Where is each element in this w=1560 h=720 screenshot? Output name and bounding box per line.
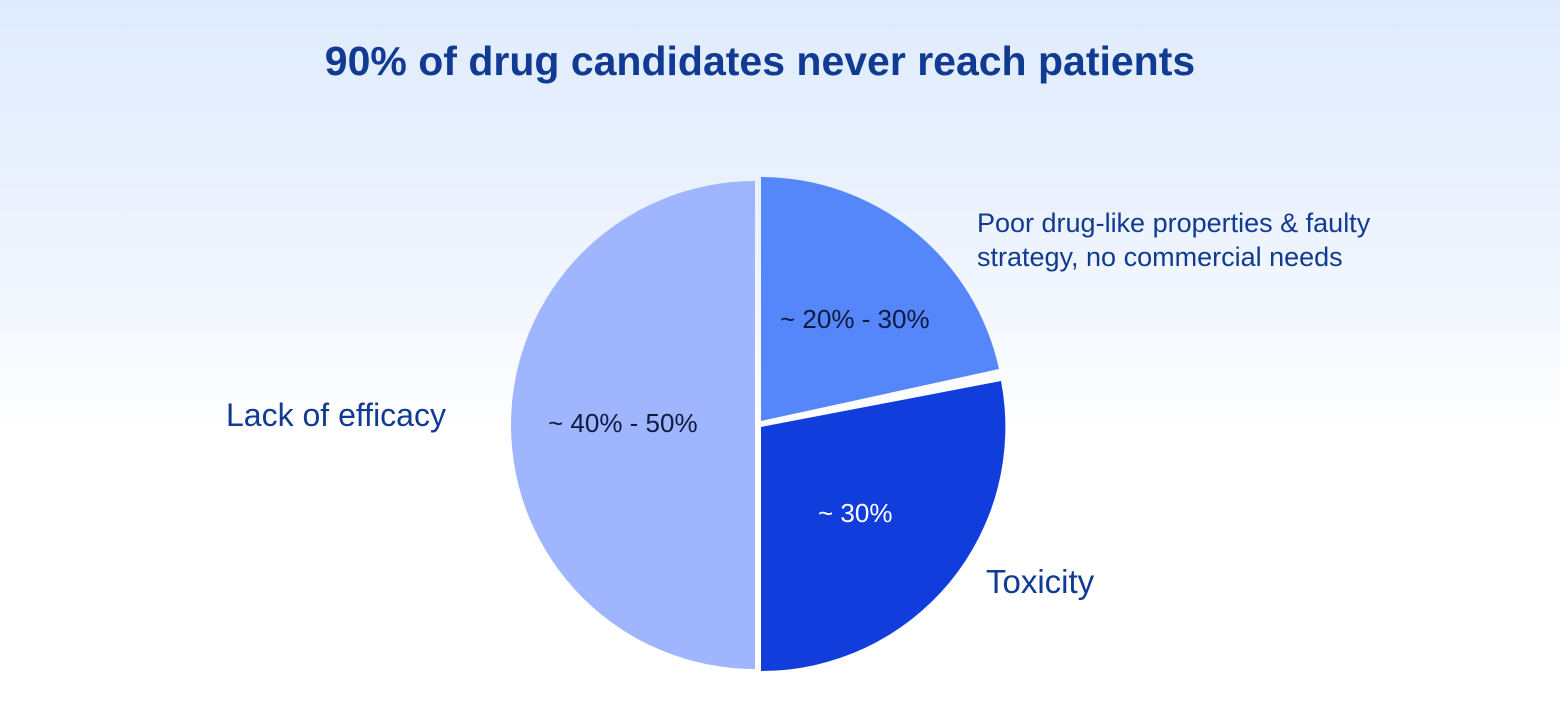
slice-lack-of-efficacy bbox=[511, 181, 755, 669]
slice-toxicity bbox=[761, 381, 1006, 672]
slice-poor-properties bbox=[761, 177, 999, 421]
chart-title: 90% of drug candidates never reach patie… bbox=[324, 38, 1196, 84]
label-poor-line1: Poor drug-like properties & faulty bbox=[977, 208, 1371, 238]
label-poor-line2: strategy, no commercial needs bbox=[977, 242, 1343, 272]
value-toxicity: ~ 30% bbox=[818, 498, 893, 528]
label-lack-of-efficacy: Lack of efficacy bbox=[226, 397, 446, 433]
value-poor-properties: ~ 20% - 30% bbox=[780, 304, 930, 334]
label-poor-properties: Poor drug-like properties & faulty strat… bbox=[977, 206, 1370, 274]
label-toxicity: Toxicity bbox=[986, 563, 1095, 600]
value-lack-of-efficacy: ~ 40% - 50% bbox=[548, 408, 698, 438]
